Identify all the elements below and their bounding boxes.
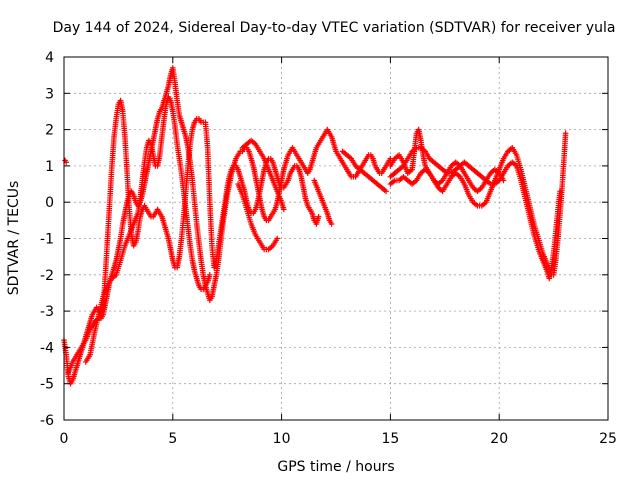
data-point — [274, 235, 281, 242]
x-tick-label: 25 — [599, 431, 617, 447]
grid-layer — [64, 57, 608, 420]
data-point — [557, 188, 563, 195]
data-layer — [61, 65, 569, 387]
y-tick-label: 4 — [45, 50, 54, 66]
series-trace-h — [339, 148, 389, 195]
series-trace-f — [387, 159, 507, 195]
data-point — [500, 177, 507, 184]
y-tick-label: -3 — [40, 304, 54, 320]
data-point — [383, 188, 389, 195]
y-tick-label: -2 — [40, 268, 54, 284]
data-point — [206, 272, 213, 278]
x-tick-label: 0 — [60, 431, 69, 447]
series-trace-i — [239, 137, 287, 213]
chart-title: Day 144 of 2024, Sidereal Day-to-day VTE… — [53, 20, 616, 36]
data-point — [315, 213, 322, 220]
series-isolated-start — [62, 157, 69, 166]
x-axis-label: GPS time / hours — [277, 459, 394, 475]
x-tick-label: 5 — [168, 431, 177, 447]
x-tick-label: 15 — [381, 431, 399, 447]
series-trace-b — [65, 97, 322, 376]
series-trace-e — [387, 144, 563, 282]
y-tick-label: -5 — [40, 377, 54, 393]
data-point — [328, 221, 335, 227]
x-tick-label: 10 — [273, 431, 291, 447]
y-tick-label: 2 — [45, 123, 54, 139]
y-axis-label: SDTVAR / TECUs — [6, 181, 22, 296]
series-trace-j — [235, 181, 281, 253]
series-trace-c — [82, 94, 213, 365]
data-point — [280, 206, 287, 213]
y-tick-label: 0 — [45, 195, 54, 211]
y-tick-label: 1 — [45, 159, 54, 175]
y-tick-label: -4 — [40, 340, 54, 356]
tick-layer: 0 5 10 15 20 25 -6 -5 -4 -3 -2 -1 0 1 2 3 4 — [40, 50, 617, 447]
data-point — [562, 130, 569, 137]
y-tick-label: -1 — [40, 232, 54, 248]
series-trace-g — [311, 177, 335, 227]
y-tick-label: -6 — [40, 413, 54, 429]
y-tick-label: 3 — [45, 86, 54, 102]
x-tick-label: 20 — [490, 431, 508, 447]
